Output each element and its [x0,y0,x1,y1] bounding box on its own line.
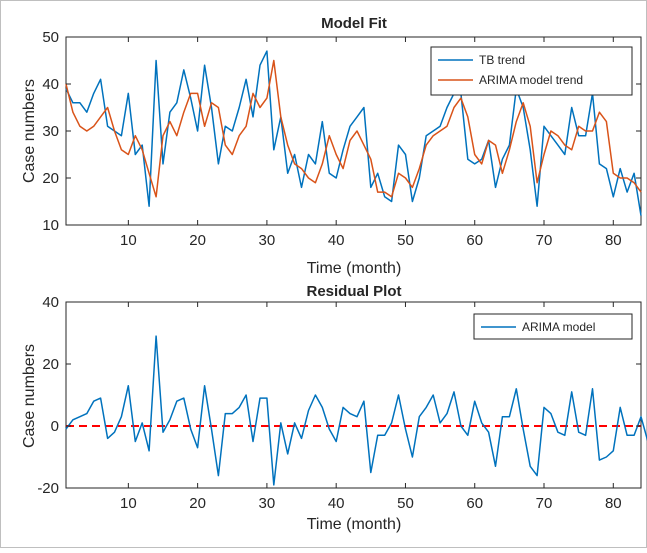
residual-plot-xlabel: Time (month) [307,516,402,533]
model-fit-ytick-label: 50 [42,29,59,46]
residual-ytick-label: 0 [51,418,59,435]
residual-xtick-label: 30 [259,495,276,512]
model-fit-legend [430,46,633,96]
residual-xtick-label: 70 [536,495,553,512]
residual-legend-label-0: ARIMA model [522,320,595,334]
residual-plot-title: Residual Plot [306,283,401,300]
model-fit-ylabel: Case numbers [21,79,38,183]
model-fit-ytick-label: 30 [42,123,59,140]
model-fit-ytick-label: 40 [42,76,59,93]
residual-plot-ylabel: Case numbers [21,344,38,448]
model-fit-xlabel: Time (month) [307,260,402,277]
residual-xtick-label: 80 [605,495,622,512]
residual-xtick-label: 10 [120,495,137,512]
residual-ytick-label: -20 [37,480,59,497]
residual-xtick-label: 50 [397,495,414,512]
residual-ytick-label: 40 [42,294,59,311]
residual-series-line-0 [65,335,647,486]
model-fit-xtick-label: 70 [536,232,553,249]
model-fit-legend-label-1: ARIMA model trend [479,73,583,87]
model-fit-xtick-label: 50 [397,232,414,249]
residual-plot-panel: Residual Plot Time (month) Case numbers … [21,283,647,533]
model-fit-xtick-label: 60 [466,232,483,249]
model-fit-series-line-1 [65,59,642,198]
model-fit-xtick-label: 30 [259,232,276,249]
model-fit-xtick-label: 20 [189,232,206,249]
model-fit-panel: Model Fit Time (month) Case numbers 10 20… [21,15,642,277]
model-fit-ytick-label: 20 [42,170,59,187]
model-fit-legend-label-0: TB trend [479,53,525,67]
model-fit-xtick-label: 80 [605,232,622,249]
residual-xtick-label: 20 [189,495,206,512]
model-fit-xtick-label: 40 [328,232,345,249]
model-fit-xtick-label: 10 [120,232,137,249]
model-fit-ytick-label: 10 [42,217,59,234]
residual-ytick-label: 20 [42,356,59,373]
residual-xtick-label: 60 [466,495,483,512]
model-fit-title: Model Fit [321,15,387,32]
residual-xtick-label: 40 [328,495,345,512]
